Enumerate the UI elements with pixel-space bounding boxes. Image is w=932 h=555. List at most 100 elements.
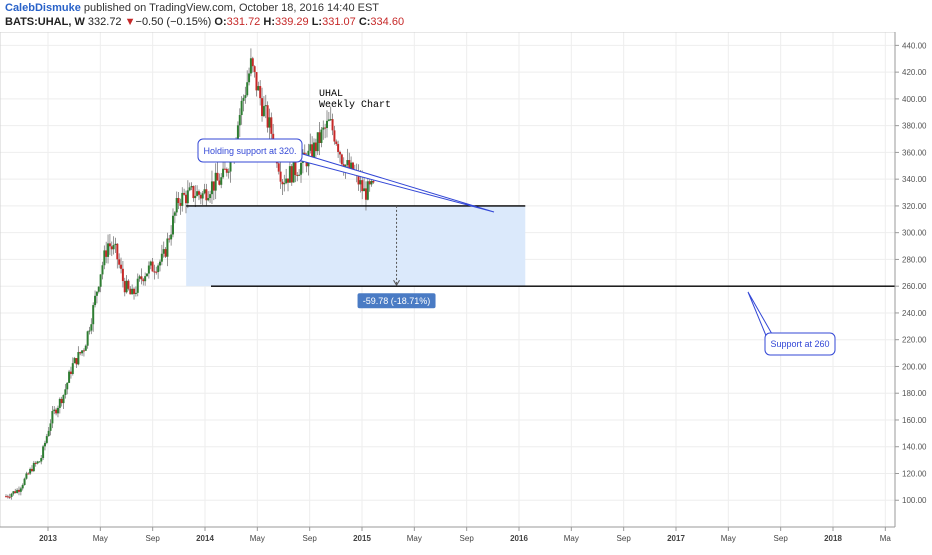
candle-body [324, 127, 327, 129]
open-label: O: [214, 16, 227, 28]
candle-body [97, 286, 100, 292]
candle-body [251, 58, 254, 67]
candle-body [327, 119, 330, 121]
candle-body [309, 144, 312, 151]
candle-body [266, 105, 269, 128]
candle-body [159, 261, 162, 266]
high-value: 339.29 [274, 16, 309, 28]
candle-body [296, 175, 299, 177]
candle-body [69, 371, 72, 374]
candle-body [53, 409, 56, 412]
candle-body [36, 461, 39, 464]
candle-body [164, 249, 167, 257]
candle-body [183, 192, 186, 195]
callout-pointer [747, 291, 773, 339]
candle-body [257, 86, 260, 91]
candle-body [42, 446, 45, 459]
candle-body [194, 195, 197, 199]
price-axis[interactable]: 100.00 120.00 140.00 160.00 180.00 200.00 220.… [894, 32, 932, 527]
candle-body [227, 171, 230, 173]
candle-body [209, 194, 212, 199]
low-value: 331.07 [322, 16, 356, 28]
candle-body [270, 117, 273, 134]
time-axis-bg [0, 527, 932, 550]
candle-body [259, 86, 262, 99]
high-label: H: [263, 16, 275, 28]
candle-body [184, 194, 187, 204]
price-tick-label: 380.00 [902, 122, 927, 131]
candle-body [212, 181, 215, 191]
candle-body [242, 97, 245, 101]
candle-body [27, 473, 30, 475]
price-chart[interactable]: -59.78 (-18.71%) UHAL Weekly Chart Holdi… [0, 31, 932, 550]
change-arrow-icon: ▼ [124, 16, 136, 28]
candle-body [329, 119, 332, 121]
candle-body [138, 276, 141, 279]
candle-body [171, 215, 174, 235]
price-tick-label: 220.00 [902, 336, 927, 345]
candle-body [17, 489, 20, 492]
callout-holding-support[interactable]: Holding support at 320. [197, 138, 495, 213]
callout-pointer [295, 151, 495, 213]
callout-support-260[interactable]: Support at 260 [747, 291, 836, 356]
candle-body [338, 151, 341, 155]
candle-body [244, 95, 247, 98]
candle-body [73, 358, 76, 364]
candle-body [363, 188, 366, 192]
chart-header: CalebDismuke published on TradingView.co… [0, 0, 932, 32]
candle-body [311, 144, 314, 160]
author-link[interactable]: CalebDismuke [5, 2, 81, 14]
price-tick-label: 440.00 [902, 41, 927, 50]
candle-body [268, 117, 271, 128]
measure-label: -59.78 (-18.71%) [363, 296, 431, 306]
candle-body [214, 172, 217, 191]
callout-box [764, 332, 836, 356]
time-tick-label: Sep [617, 534, 632, 543]
candle-body [149, 261, 152, 266]
measure-range-box [186, 205, 526, 287]
candle-body [166, 238, 169, 257]
candle-body [325, 120, 328, 128]
candle-body [95, 291, 98, 296]
price-tick-label: 100.00 [902, 496, 927, 505]
candle-body [107, 243, 110, 257]
price-tick-label: 400.00 [902, 95, 927, 104]
candle-body [162, 249, 165, 254]
candle-body [203, 189, 206, 194]
candle-body [75, 358, 78, 365]
price-tick-label: 180.00 [902, 389, 927, 398]
candle-body [127, 280, 130, 289]
candle-body [331, 119, 334, 131]
candle-body [56, 407, 59, 414]
price-change: −0.50 (−0.15%) [135, 16, 212, 28]
time-tick-label: May [93, 534, 108, 543]
candle-body [351, 162, 354, 174]
candle-body [261, 98, 264, 117]
candle-body [114, 243, 117, 246]
price-tick-label: 360.00 [902, 148, 927, 157]
candle-body [177, 198, 180, 203]
time-axis[interactable]: 2013 May Sep 2014 May Sep 2015 May Sep 2016 May Sep… [0, 526, 932, 550]
candle-body [366, 181, 369, 200]
candle-body [197, 191, 200, 195]
chart-area[interactable]: -59.78 (-18.71%) UHAL Weekly Chart Holdi… [0, 31, 932, 550]
time-tick-label: Sep [460, 534, 475, 543]
candle-body [225, 168, 228, 173]
candle-body [131, 288, 134, 295]
candle-body [64, 389, 67, 395]
candle-body [55, 409, 58, 414]
candle-body [29, 468, 32, 474]
last-price: 332.72 [87, 16, 122, 28]
candle-body [86, 331, 89, 346]
time-tick-label: Sep [146, 534, 161, 543]
candle-body [160, 253, 163, 262]
candle-body [94, 295, 97, 306]
candle-body [66, 382, 69, 390]
candle-body [288, 166, 291, 183]
candle-body [8, 496, 11, 498]
candle-body [216, 172, 219, 181]
candle-body [348, 160, 351, 170]
candle-body [292, 160, 295, 183]
candle-body [350, 162, 353, 170]
candle-body [125, 280, 128, 293]
